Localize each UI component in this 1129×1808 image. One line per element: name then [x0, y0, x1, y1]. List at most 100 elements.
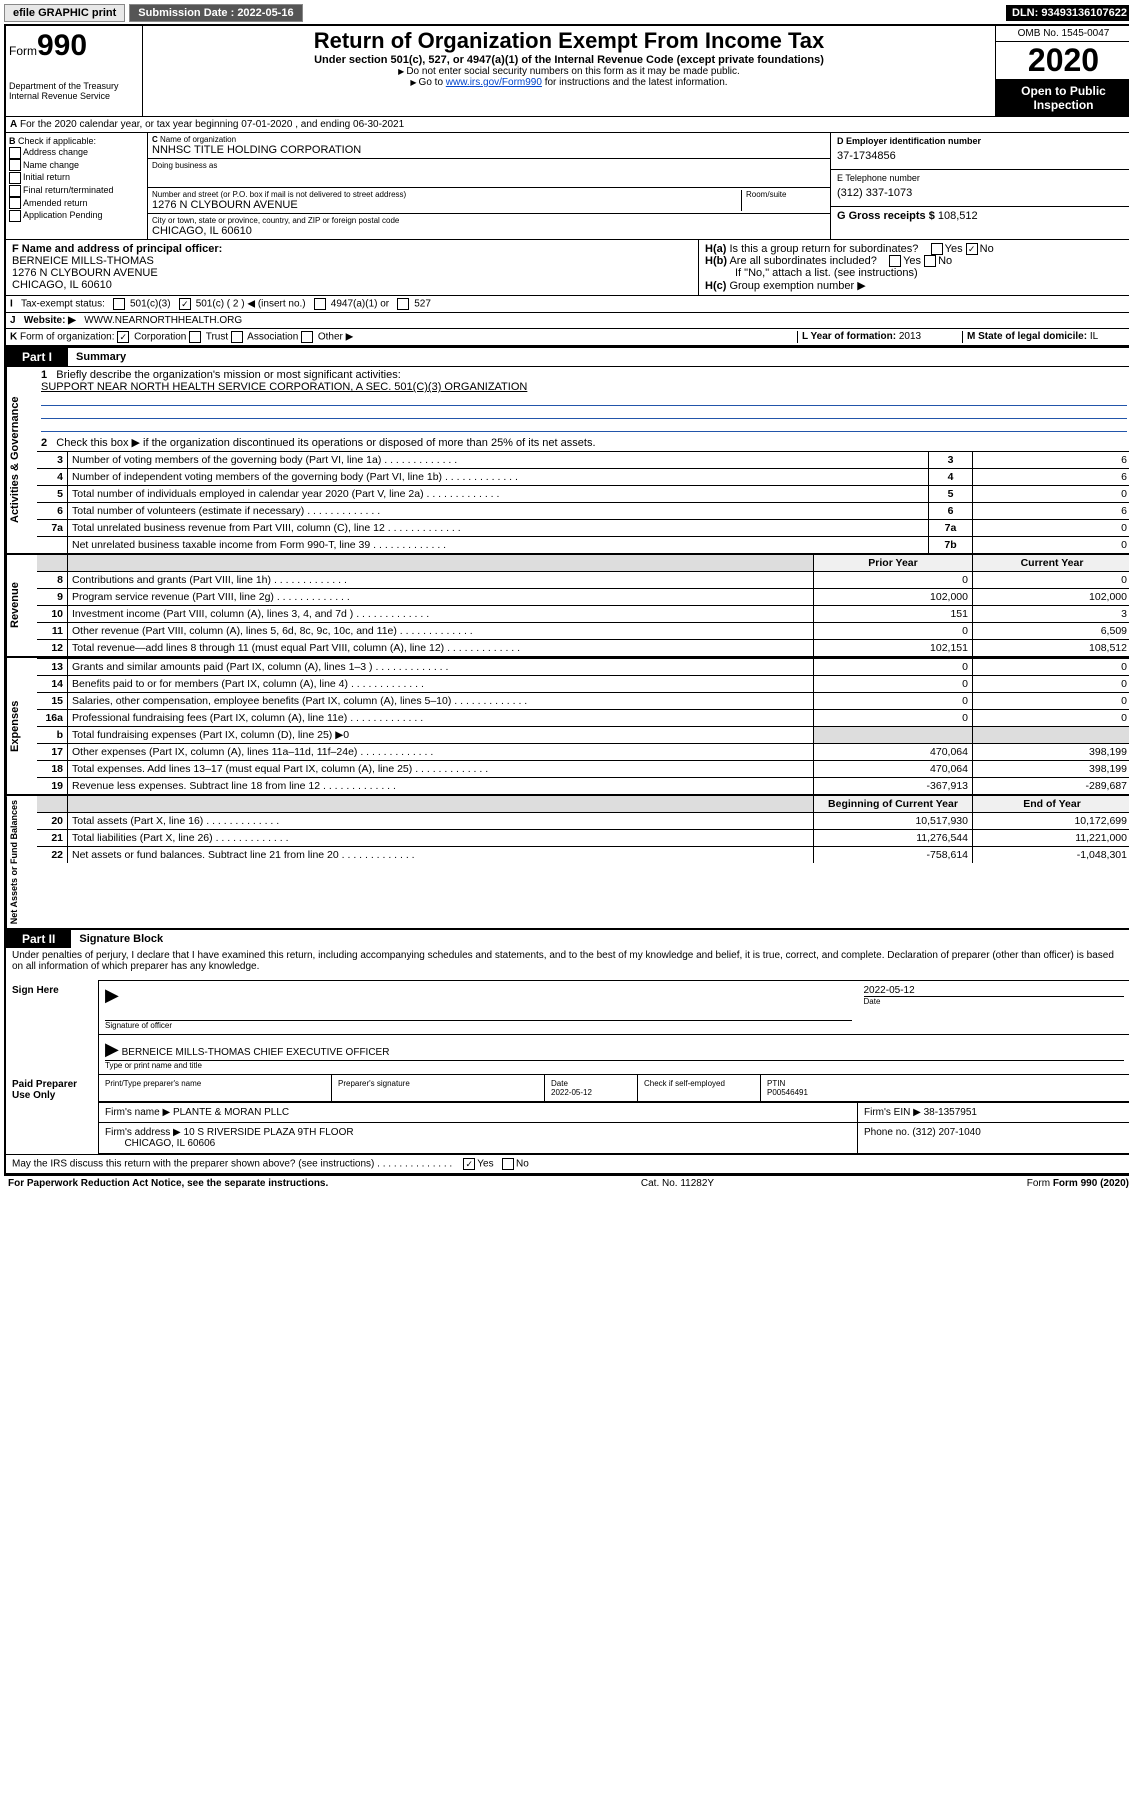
signature-table: Sign Here ▶ Signature of officer 2022-05… — [6, 980, 1129, 1154]
website-label: Website: ▶ — [24, 315, 76, 326]
city-label: City or town, state or province, country… — [152, 216, 826, 225]
section-governance: Activities & Governance 1 Briefly descri… — [6, 366, 1129, 553]
table-row: 22Net assets or fund balances. Subtract … — [37, 847, 1129, 864]
section-f-h: F Name and address of principal officer:… — [6, 240, 1129, 296]
discuss-yes: Yes — [477, 1159, 493, 1170]
paid-preparer-label: Paid Preparer Use Only — [6, 1075, 99, 1154]
chk-4947[interactable] — [314, 298, 326, 310]
chk-name-change[interactable]: Name change — [9, 159, 144, 172]
form-word: Form — [9, 44, 37, 58]
table-row: 3Number of voting members of the governi… — [37, 452, 1129, 469]
table-row: 14Benefits paid to or for members (Part … — [37, 676, 1129, 693]
firm-name-label: Firm's name ▶ — [105, 1107, 170, 1118]
chk-ha-no[interactable]: ✓ — [966, 243, 978, 255]
self-employed-label: Check if self-employed — [644, 1079, 725, 1088]
prep-sig-label: Preparer's signature — [332, 1075, 545, 1102]
opt-association: Association — [247, 332, 298, 343]
irs-link[interactable]: www.irs.gov/Form990 — [446, 77, 542, 88]
chk-address-change[interactable]: Address change — [9, 146, 144, 159]
footer-pra: For Paperwork Reduction Act Notice, see … — [8, 1178, 328, 1189]
h-c-text: Group exemption number ▶ — [729, 280, 865, 292]
chk-corporation[interactable]: ✓ — [117, 331, 129, 343]
chk-527[interactable] — [397, 298, 409, 310]
table-row: 17Other expenses (Part IX, column (A), l… — [37, 744, 1129, 761]
current-year-hdr: Current Year — [973, 555, 1129, 572]
part-2-header: Part II Signature Block — [6, 928, 1129, 948]
chk-hb-yes[interactable] — [889, 255, 901, 267]
opt-527: 527 — [414, 299, 431, 310]
chk-501c[interactable]: ✓ — [179, 298, 191, 310]
form-org-label: Form of organization: — [20, 332, 115, 343]
chk-association[interactable] — [231, 331, 243, 343]
part-1-header: Part I Summary — [6, 346, 1129, 366]
officer-addr2: CHICAGO, IL 60610 — [12, 279, 692, 291]
chk-discuss-yes[interactable]: ✓ — [463, 1158, 475, 1170]
chk-amended-return[interactable]: Amended return — [9, 197, 144, 210]
org-name: NNHSC TITLE HOLDING CORPORATION — [152, 144, 826, 156]
discuss-row: May the IRS discuss this return with the… — [6, 1154, 1129, 1173]
city-state-zip: CHICAGO, IL 60610 — [152, 225, 826, 237]
chk-application-pending[interactable]: Application Pending — [9, 209, 144, 222]
expense-table: 13Grants and similar amounts paid (Part … — [37, 658, 1129, 794]
table-row: bTotal fundraising expenses (Part IX, co… — [37, 727, 1129, 744]
domicile-label: M State of legal domicile: — [967, 331, 1090, 342]
inst2-post: for instructions and the latest informat… — [542, 77, 728, 88]
table-row: 16aProfessional fundraising fees (Part I… — [37, 710, 1129, 727]
dept-label: Department of the Treasury Internal Reve… — [9, 81, 139, 101]
opt-4947: 4947(a)(1) or — [331, 299, 389, 310]
table-row: 7aTotal unrelated business revenue from … — [37, 520, 1129, 537]
row-a-text: For the 2020 calendar year, or tax year … — [20, 119, 404, 130]
net-table: Beginning of Current YearEnd of Year 20T… — [37, 796, 1129, 863]
website-value: WWW.NEARNORTHHEALTH.ORG — [84, 315, 242, 326]
chk-501c3[interactable] — [113, 298, 125, 310]
firm-city: CHICAGO, IL 60606 — [124, 1138, 215, 1149]
officer-label: F Name and address of principal officer: — [12, 243, 222, 255]
side-expenses: Expenses — [6, 658, 37, 794]
col-b-label: Check if applicable: — [18, 136, 96, 146]
chk-other[interactable] — [301, 331, 313, 343]
officer-name: BERNEICE MILLS-THOMAS — [12, 255, 692, 267]
officer-addr1: 1276 N CLYBOURN AVENUE — [12, 267, 692, 279]
side-net-assets: Net Assets or Fund Balances — [6, 796, 37, 928]
form-number-block: Form990 Department of the Treasury Inter… — [6, 26, 143, 116]
chk-ha-yes[interactable] — [931, 243, 943, 255]
h-b-text: Are all subordinates included? — [729, 255, 876, 267]
h-a-text: Is this a group return for subordinates? — [729, 243, 918, 255]
form-title: Return of Organization Exempt From Incom… — [149, 28, 989, 54]
instruction-1: Do not enter social security numbers on … — [149, 66, 989, 77]
street-address: 1276 N CLYBOURN AVENUE — [152, 199, 741, 211]
row-j-website: J Website: ▶ WWW.NEARNORTHHEALTH.ORG — [6, 313, 1129, 329]
side-revenue: Revenue — [6, 555, 37, 656]
h-b-note: If "No," attach a list. (see instruction… — [705, 267, 1125, 279]
table-row: 4Number of independent voting members of… — [37, 469, 1129, 486]
phone-label: Phone no. — [864, 1127, 912, 1138]
chk-initial-return[interactable]: Initial return — [9, 171, 144, 184]
chk-final-return[interactable]: Final return/terminated — [9, 184, 144, 197]
col-d-e-g: D Employer identification number 37-1734… — [830, 133, 1129, 239]
discuss-no: No — [516, 1159, 529, 1170]
sig-date-label: Date — [864, 996, 1125, 1006]
table-row: 9Program service revenue (Part VIII, lin… — [37, 589, 1129, 606]
form-subtitle: Under section 501(c), 527, or 4947(a)(1)… — [149, 54, 989, 66]
footer-form: Form 990 (2020) — [1053, 1178, 1129, 1189]
table-row: 6Total number of volunteers (estimate if… — [37, 503, 1129, 520]
efile-button[interactable]: efile GRAPHIC print — [4, 4, 125, 22]
table-row: 19Revenue less expenses. Subtract line 1… — [37, 778, 1129, 795]
part-2-tab: Part II — [6, 930, 71, 948]
col-c-org-info: C Name of organization NNHSC TITLE HOLDI… — [148, 133, 830, 239]
sig-officer-label: Signature of officer — [105, 1020, 852, 1030]
prep-name-label: Print/Type preparer's name — [99, 1075, 332, 1102]
opt-501c: 501(c) ( 2 ) ◀ (insert no.) — [196, 299, 306, 310]
gross-label: G Gross receipts $ — [837, 210, 938, 222]
table-row: 12Total revenue—add lines 8 through 11 (… — [37, 640, 1129, 657]
chk-discuss-no[interactable] — [502, 1158, 514, 1170]
section-net-assets: Net Assets or Fund Balances Beginning of… — [6, 794, 1129, 928]
form-container: Form990 Department of the Treasury Inter… — [4, 24, 1129, 1175]
chk-hb-no[interactable] — [924, 255, 936, 267]
phone-value: (312) 207-1040 — [912, 1127, 980, 1138]
tax-year: 2020 — [996, 42, 1129, 80]
chk-trust[interactable] — [189, 331, 201, 343]
addr-label: Number and street (or P.O. box if mail i… — [152, 190, 741, 199]
header-right: OMB No. 1545-0047 2020 Open to Public In… — [995, 26, 1129, 116]
end-year-hdr: End of Year — [973, 796, 1129, 813]
